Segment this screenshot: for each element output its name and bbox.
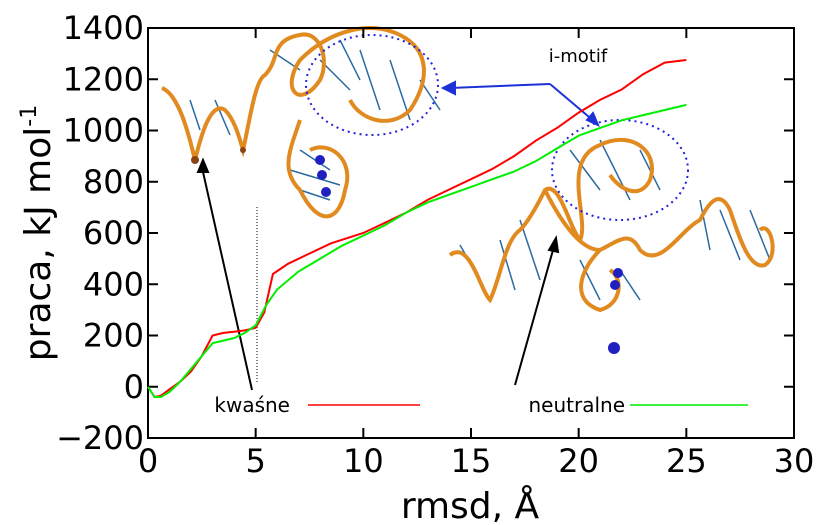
x-tick-label: 30	[774, 442, 815, 480]
molecule-acidic	[161, 26, 441, 219]
y-tick-label: 1400	[63, 9, 144, 47]
y-tick-label: 800	[83, 163, 144, 201]
x-tick-label: 0	[138, 442, 158, 480]
y-tick-label: 1000	[63, 112, 144, 150]
legend-label: kwaśne	[214, 393, 290, 417]
annotation: i-motif	[549, 46, 608, 67]
x-tick-label: 10	[343, 442, 384, 480]
y-axis-label-superscript: -1	[17, 105, 42, 127]
y-axis-label-text: praca, kJ mol	[18, 127, 59, 361]
x-tick-label: 15	[451, 442, 492, 480]
y-tick-label: −200	[56, 419, 144, 457]
molecule-neutral	[448, 119, 775, 354]
annotation-arrows	[196, 80, 600, 391]
data-line	[147, 59, 687, 399]
x-tick-label: 25	[666, 442, 707, 480]
data-line	[147, 103, 687, 398]
legend-label: neutralne	[528, 393, 625, 417]
y-tick-label: 400	[83, 265, 144, 303]
y-tick-label: 1200	[63, 60, 144, 98]
plot-frame	[147, 27, 795, 439]
y-tick-label: 0	[124, 368, 144, 406]
x-tick-label: 5	[245, 442, 265, 480]
y-axis-label: praca, kJ mol-1	[17, 105, 59, 361]
y-tick-label: 600	[83, 214, 144, 252]
x-tick-label: 20	[558, 442, 599, 480]
x-axis-label: rmsd, Å	[401, 484, 540, 525]
y-tick-label: 200	[83, 317, 144, 355]
